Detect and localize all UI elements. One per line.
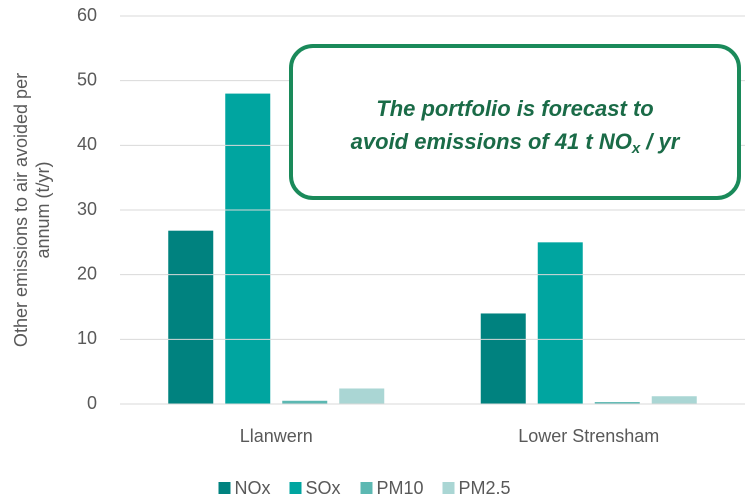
annotation-subscript: x: [631, 140, 641, 157]
annotation-text: avoid emissions of 41 t NO: [351, 129, 632, 154]
y-tick-label: 0: [87, 393, 97, 413]
y-tick-label: 50: [77, 69, 97, 89]
y-axis-label: Other emissions to air avoided per: [11, 73, 31, 347]
legend-label: PM10: [377, 478, 424, 498]
legend-label: SOx: [306, 478, 341, 498]
y-tick-label: 10: [77, 328, 97, 348]
legend-swatch: [218, 482, 231, 494]
x-tick-label: Lower Strensham: [518, 426, 659, 446]
bar: [594, 402, 640, 404]
bar: [480, 313, 526, 404]
bar: [282, 400, 328, 404]
y-tick-label: 40: [77, 134, 97, 154]
annotation-box: [289, 44, 741, 200]
legend-swatch: [442, 482, 455, 494]
y-tick-label: 60: [77, 5, 97, 25]
bar: [339, 388, 385, 404]
annotation-text: / yr: [640, 129, 681, 154]
annotation-text: The portfolio is forecast to: [376, 96, 653, 121]
legend-swatch: [360, 482, 373, 494]
legend-swatch: [289, 482, 302, 494]
bar: [168, 230, 214, 404]
annotation: avoid emissions of 41 t NOx / yr: [351, 129, 681, 157]
x-tick-label: Llanwern: [240, 426, 313, 446]
bar: [651, 396, 697, 404]
annotation: The portfolio is forecast to: [376, 96, 653, 121]
y-axis-label: annum (t/yr): [33, 161, 53, 258]
y-tick-label: 30: [77, 199, 97, 219]
bar: [537, 242, 583, 404]
legend-label: NOx: [235, 478, 271, 498]
bar: [225, 93, 271, 404]
legend-label: PM2.5: [459, 478, 511, 498]
y-tick-label: 20: [77, 263, 97, 283]
